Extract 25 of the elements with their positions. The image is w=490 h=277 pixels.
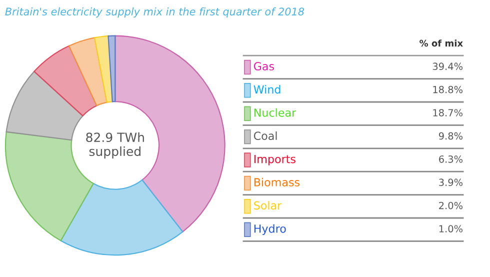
donut-slice [6,70,84,141]
data-label: 39.4% [432,62,463,70]
data-label: 18.7% [433,109,463,116]
donut-slice [68,37,108,106]
donut-slice [60,179,184,256]
legend-label: Wind [254,85,280,94]
donut-slice [94,35,113,103]
data-label: 2.0% [439,202,463,210]
legend-label: Nuclear [254,108,296,117]
data-label: 6.3% [439,155,463,163]
data-label: 3.9% [439,178,463,186]
legend-label: Solar [254,201,282,210]
legend-label: Imports [254,154,296,166]
text: 82.9 TWh supplied [86,132,144,158]
donut-slice [34,45,98,116]
data-label: 18.8% [433,86,463,94]
data-label: 9.8% [438,132,463,140]
chart-title: Britain's electricity supply mix in the first quarter of 2018 [5,7,304,18]
legend-label: Hydro [254,224,286,235]
legend-title: % of mix [420,40,463,47]
data-label: 1.0% [439,225,463,232]
donut-slice [108,35,116,102]
legend-label: Coal [254,131,277,140]
legend-label: Biomass [254,178,300,186]
legend-label: Gas [254,62,274,70]
